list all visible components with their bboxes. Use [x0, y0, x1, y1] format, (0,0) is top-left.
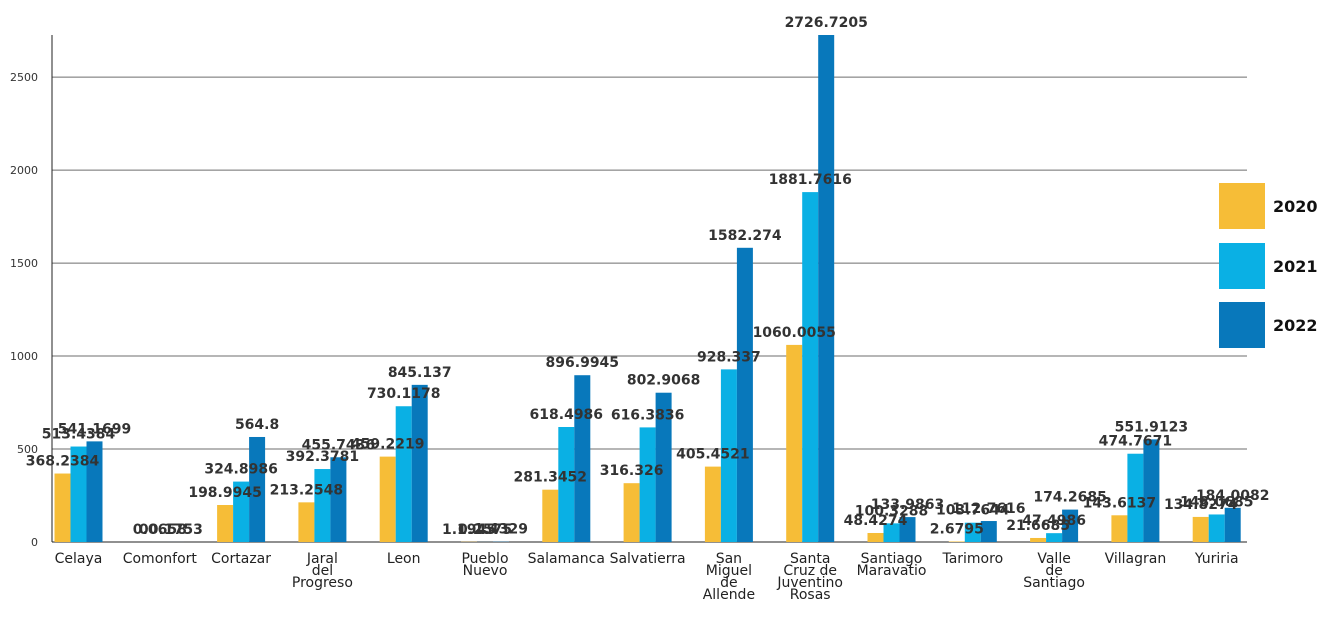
legend-swatch-2020 [1219, 183, 1265, 229]
x-category-label-line: Salvatierra [610, 551, 686, 567]
data-label-2021: 1881.7616 [769, 172, 852, 188]
data-label-2022: 896.9945 [546, 355, 620, 371]
x-category-label-line: Salamanca [528, 551, 605, 567]
y-tick-label: 1000 [10, 350, 38, 363]
x-category-label-line: Santiago [1023, 575, 1085, 591]
data-label-2020: 213.2548 [270, 482, 344, 498]
data-label-2021: 474.7671 [1099, 434, 1173, 450]
data-label-2022: 0.1753 [149, 522, 203, 538]
bar-2020 [786, 345, 802, 542]
x-category-label-line: Leon [387, 551, 421, 567]
bar-2020 [298, 502, 314, 542]
bar-2020 [705, 467, 721, 542]
x-category-label-line: Yuriria [1194, 551, 1239, 567]
bar-2020 [868, 533, 884, 542]
x-category-label-line: Progreso [292, 575, 353, 591]
data-label-2020: 316.326 [600, 463, 664, 479]
x-category-label-line: Comonfort [123, 551, 198, 567]
bar-2022 [574, 375, 590, 542]
data-label-2020: 368.2384 [26, 454, 100, 470]
data-label-2022: 184.0082 [1196, 488, 1270, 504]
data-label-2020: 198.9945 [188, 485, 262, 501]
data-label-2020: 2.6795 [930, 522, 984, 538]
y-tick-label: 2500 [10, 71, 38, 84]
x-category-label-line: Rosas [790, 587, 831, 603]
data-label-2022: 541.1699 [58, 421, 132, 437]
data-label-2022: 1.4329 [474, 522, 528, 538]
data-label-2022: 551.9123 [1115, 419, 1189, 435]
data-label-2020: 405.4521 [676, 447, 750, 463]
x-category-label-line: Cortazar [211, 551, 271, 567]
data-label-2021: 324.8986 [204, 462, 278, 478]
x-category-label: Celaya [55, 551, 103, 567]
bar-2022 [818, 35, 834, 542]
x-category-label-line: Maravatio [857, 563, 927, 579]
bar-2021 [640, 427, 656, 542]
bar-2022 [330, 457, 346, 542]
data-label-2022: 1582.274 [708, 228, 782, 244]
legend-swatch-2022 [1219, 302, 1265, 348]
data-label-2020: 143.6137 [1083, 495, 1157, 511]
x-category-label: Salvatierra [610, 551, 686, 567]
data-label-2021: 47.4986 [1022, 513, 1086, 529]
bar-2020 [217, 505, 233, 542]
data-label-2022: 564.8 [235, 417, 279, 433]
data-label-2022: 802.9068 [627, 373, 701, 389]
bar-2021 [1046, 533, 1062, 542]
x-category-label: Yuriria [1194, 551, 1239, 567]
bar-2022 [1143, 439, 1159, 542]
x-category-label-line: Allende [703, 587, 755, 603]
x-category-label: Tarimoro [941, 551, 1003, 567]
x-category-label: Comonfort [123, 551, 198, 567]
bar-2020 [624, 483, 640, 542]
y-tick-label: 2000 [10, 164, 38, 177]
x-category-label: Cortazar [211, 551, 271, 567]
data-label-2020: 281.3452 [514, 470, 588, 486]
data-label-2021: 618.4986 [530, 407, 604, 423]
data-label-2022: 112.7616 [952, 501, 1026, 517]
x-category-label: Villagran [1105, 551, 1167, 567]
bar-2022 [737, 248, 753, 542]
bar-2020 [1193, 517, 1209, 542]
bar-2021 [1209, 514, 1225, 542]
x-category-label-line: Nuevo [463, 563, 508, 579]
bar-2021 [314, 469, 330, 542]
x-category-label: Leon [387, 551, 421, 567]
bar-2020 [380, 457, 396, 542]
x-category-label: Salamanca [528, 551, 605, 567]
data-label-2021: 928.337 [697, 349, 761, 365]
y-tick-label: 0 [31, 536, 38, 549]
x-category-label-line: Celaya [55, 551, 103, 567]
legend-label-2021: 2021 [1273, 257, 1318, 276]
data-label-2022: 845.137 [388, 365, 452, 381]
bar-2020 [1111, 515, 1127, 542]
legend-label-2020: 2020 [1273, 197, 1318, 216]
bar-2022 [412, 385, 428, 542]
bar-2020 [542, 490, 558, 542]
data-label-2021: 730.1178 [367, 386, 441, 402]
data-label-2022: 133.9863 [871, 497, 945, 513]
bar-2020 [55, 474, 71, 542]
bar-2021 [802, 192, 818, 542]
data-label-2022: 2726.7205 [785, 15, 868, 31]
legend-swatch-2021 [1219, 243, 1265, 289]
legend-label-2022: 2022 [1273, 316, 1318, 335]
x-category-label-line: Tarimoro [941, 551, 1003, 567]
data-label-2020: 1060.0055 [753, 325, 836, 341]
y-tick-label: 1500 [10, 257, 38, 270]
bar-2020 [1030, 538, 1046, 542]
x-category-label-line: Villagran [1105, 551, 1167, 567]
data-label-2021: 616.3836 [611, 407, 685, 423]
bar-2021 [396, 406, 412, 542]
data-label-2020: 459.2219 [351, 437, 425, 453]
